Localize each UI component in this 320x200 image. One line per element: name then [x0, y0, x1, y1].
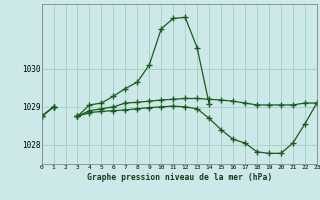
X-axis label: Graphe pression niveau de la mer (hPa): Graphe pression niveau de la mer (hPa)	[87, 173, 272, 182]
